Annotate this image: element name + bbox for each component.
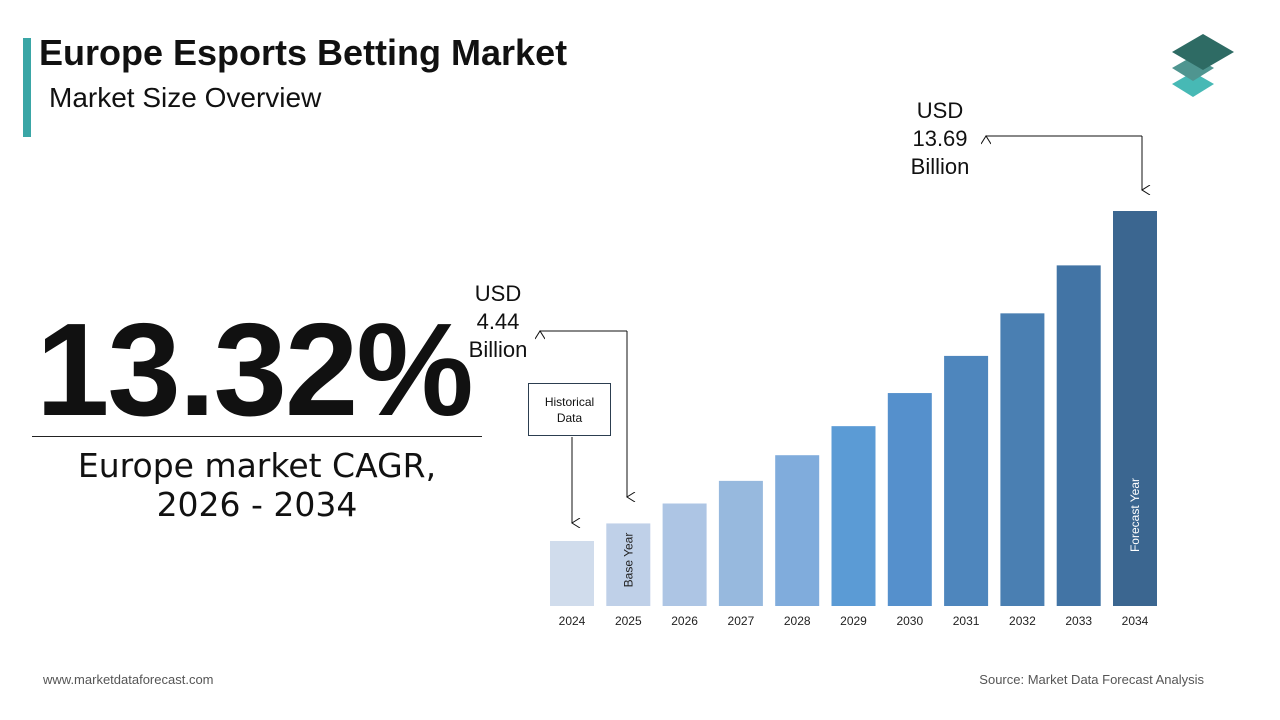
- cagr-value: 13.32%: [36, 296, 474, 443]
- x-tick-label: 2027: [728, 614, 755, 628]
- x-tick-label: 2028: [784, 614, 811, 628]
- x-tick-label: 2034: [1122, 614, 1149, 628]
- x-tick-label: 2026: [671, 614, 698, 628]
- x-tick-label: 2025: [615, 614, 642, 628]
- source-note: Source: Market Data Forecast Analysis: [979, 672, 1204, 687]
- bar-2028: [775, 455, 820, 606]
- website-link[interactable]: www.marketdataforecast.com: [43, 672, 214, 687]
- page-subtitle: Market Size Overview: [49, 82, 322, 113]
- bar-2032: [1000, 313, 1045, 606]
- bar-2031: [944, 355, 989, 606]
- bar-2029: [831, 426, 876, 606]
- bar-annotation-2025: Base Year: [621, 533, 635, 588]
- bar-2024: [550, 541, 594, 606]
- bar-2026: [662, 503, 707, 606]
- cagr-label-line1: Europe market CAGR,: [77, 446, 437, 485]
- end-value-callout: USD 13.69 Billion: [900, 97, 980, 181]
- divider: [32, 436, 482, 437]
- callout-unit: Billion: [468, 337, 528, 362]
- bar-2025: [606, 523, 651, 606]
- title-accent-bar: [23, 38, 31, 137]
- x-tick-label: 2031: [953, 614, 980, 628]
- historical-data-box: Historical Data: [528, 383, 611, 436]
- callout-currency: USD: [916, 98, 964, 123]
- start-value-callout: USD 4.44 Billion: [460, 280, 536, 364]
- callout-value: 4.44: [476, 309, 520, 334]
- historical-line2: Data: [556, 411, 583, 425]
- bar-2034: [1113, 211, 1157, 606]
- bar-2027: [718, 480, 763, 606]
- x-tick-label: 2033: [1065, 614, 1092, 628]
- x-tick-label: 2024: [559, 614, 586, 628]
- bar-annotation-2034: Forecast Year: [1128, 478, 1142, 552]
- bar-2030: [887, 393, 932, 606]
- x-tick-label: 2032: [1009, 614, 1036, 628]
- cagr-label-line2: 2026 - 2034: [156, 485, 358, 524]
- x-tick-label: 2030: [896, 614, 923, 628]
- historical-line1: Historical: [544, 395, 595, 409]
- cagr-label: Europe market CAGR, 2026 - 2034: [32, 446, 482, 524]
- callout-value: 13.69: [912, 126, 968, 151]
- page-title: Europe Esports Betting Market: [39, 32, 568, 73]
- bar-2033: [1056, 265, 1101, 606]
- callout-currency: USD: [474, 281, 522, 306]
- callout-unit: Billion: [910, 154, 970, 179]
- x-tick-label: 2029: [840, 614, 867, 628]
